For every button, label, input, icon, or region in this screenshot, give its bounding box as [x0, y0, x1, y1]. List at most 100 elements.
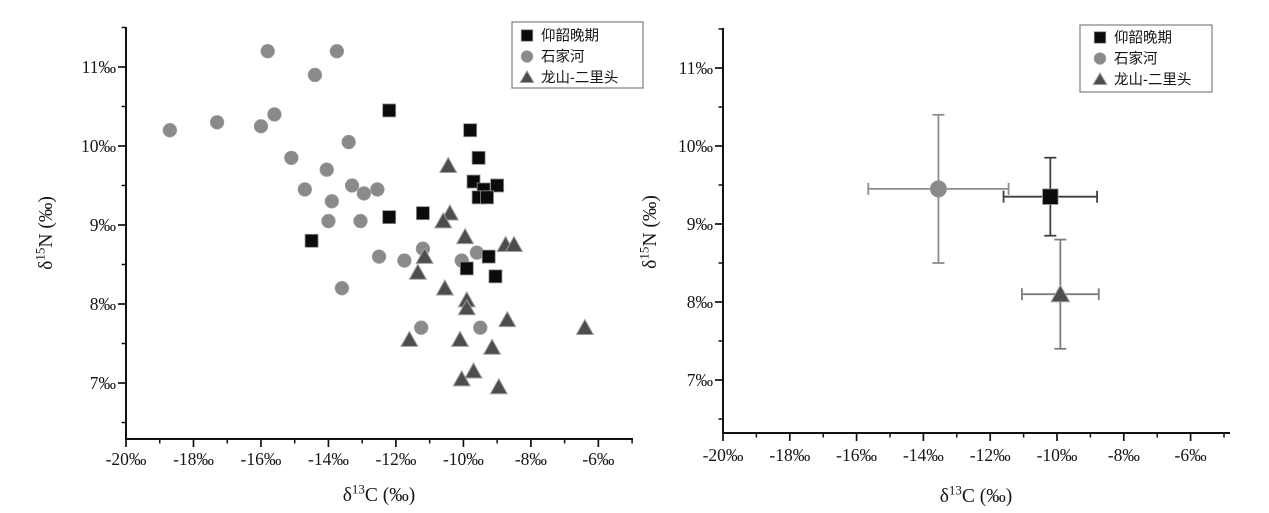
y-tick-label: 11‰ [679, 58, 714, 78]
scatter-point-circle [356, 186, 372, 201]
scatter-point-circle [341, 134, 356, 150]
scatter-point-triangle [450, 330, 470, 347]
scatter-point-circle [371, 249, 387, 264]
scatter-point-square [382, 210, 397, 225]
scatter-point-triangle [435, 278, 455, 296]
scatter-point-triangle [440, 203, 460, 221]
legend-marker-square [1093, 31, 1107, 44]
legend-box [511, 21, 644, 89]
scatter-point-triangle [433, 211, 453, 229]
scatter-point-triangle [400, 330, 419, 347]
x-tick-label: -14‰ [903, 445, 944, 465]
scatter-point-circle [297, 182, 312, 197]
scatter-point-square [480, 190, 494, 205]
scatter-point-circle [414, 320, 429, 335]
x-tick-label: -16‰ [836, 445, 877, 465]
scatter-point-triangle [464, 361, 483, 379]
scatter-point-circle [307, 67, 323, 83]
scatter-point-circle [469, 245, 485, 260]
scatter-point-triangle [504, 235, 524, 253]
scatter-point-circle [209, 115, 225, 130]
y-axis-title: δ15N (‰) [33, 196, 58, 270]
scatter-point-circle [353, 213, 368, 229]
y-tick-label: 9‰ [687, 214, 714, 234]
x-tick-label: -8‰ [1108, 445, 1141, 465]
y-tick-label: 10‰ [678, 136, 714, 156]
x-tick-label: -18‰ [173, 449, 214, 469]
x-tick-label: -20‰ [703, 445, 744, 465]
y-axis-title: δ15N (‰) [637, 195, 662, 269]
series-circle [162, 44, 488, 335]
errorbar-series-circle [867, 113, 1010, 264]
right-plot: -20‰ -18‰ -16‰ -14‰ -12‰ -10‰ -8‰ -6‰ 7‰ 8‰ 9‰ 10‰ 1… [637, 24, 1230, 507]
x-tick-label: -10‰ [1037, 445, 1078, 465]
x-tick-label: -10‰ [443, 449, 484, 469]
scatter-point-circle [284, 150, 299, 166]
x-tick-label: -18‰ [769, 445, 810, 465]
legend-label: 龙山-二里头 [1114, 72, 1191, 89]
x-tick-label: -16‰ [241, 449, 282, 469]
y-tick-label: 8‰ [90, 294, 117, 314]
x-tick-label: -14‰ [308, 449, 349, 469]
scatter-point-triangle [457, 298, 477, 316]
scatter-point-circle [162, 123, 178, 138]
scatter-point-circle [321, 213, 336, 229]
y-tick-label: 7‰ [687, 370, 714, 390]
y-tick-label: 8‰ [687, 292, 714, 312]
legend-marker-triangle [519, 70, 535, 83]
legend-label: 石家河 [1114, 51, 1158, 68]
scatter-point-triangle [415, 247, 434, 264]
scatter-point-square [416, 206, 430, 221]
series-triangle [400, 156, 595, 395]
legend-label: 石家河 [541, 49, 585, 66]
x-tick-label: -12‰ [970, 445, 1011, 465]
scatter-point-triangle [498, 310, 517, 328]
x-ticks: -20‰ -18‰ -16‰ -14‰ -12‰ -10‰ -8‰ -6‰ [106, 439, 633, 469]
x-axis-title: δ13C (‰) [343, 482, 416, 507]
x-tick-label: -12‰ [376, 449, 417, 469]
y-ticks: 7‰ 8‰ 9‰ 10‰ 11‰ [678, 28, 723, 420]
legend-marker-circle [520, 50, 534, 63]
scatter-point-circle [344, 178, 360, 193]
errorbar-series-square [1002, 156, 1098, 237]
scatter-point-circle [324, 194, 339, 209]
scatter-point-circle [329, 44, 345, 59]
scatter-point-triangle [482, 338, 502, 355]
scatter-point-circle [253, 119, 269, 134]
scatter-point-square [481, 249, 496, 264]
legend-label: 仰韶晚期 [541, 28, 599, 45]
x-ticks: -20‰ -18‰ -16‰ -14‰ -12‰ -10‰ -8‰ -6‰ [703, 433, 1225, 465]
left-plot: -20‰ -18‰ -16‰ -14‰ -12‰ -10‰ -8‰ -6‰ 7‰ 8‰ 9‰ 10‰ 1… [33, 21, 644, 507]
legend-marker-square [520, 29, 534, 42]
scatter-point-square [382, 103, 397, 118]
scatter-point-square [463, 123, 478, 138]
legend-marker-circle [1093, 52, 1107, 65]
scatter-point-triangle [408, 263, 428, 280]
scatter-point-square [490, 178, 505, 193]
legend-marker-triangle [1092, 72, 1108, 85]
x-tick-label: -6‰ [582, 449, 615, 469]
scatter-point-circle [319, 162, 334, 177]
x-tick-label: -20‰ [106, 449, 147, 469]
y-tick-label: 9‰ [90, 215, 117, 235]
scatter-point-triangle [452, 369, 471, 387]
y-tick-label: 11‰ [82, 57, 117, 77]
x-tick-label: -8‰ [515, 449, 548, 469]
scatter-point-circle [334, 281, 350, 296]
mean-marker-square [1042, 188, 1059, 205]
scatter-point-triangle [489, 377, 509, 395]
scatter-point-circle [473, 320, 488, 335]
scatter-point-circle [267, 107, 282, 122]
scatter-point-circle [370, 182, 385, 197]
x-tick-label: -6‰ [1175, 445, 1208, 465]
series-square [304, 103, 505, 284]
scatter-point-square [488, 269, 503, 284]
scatter-point-square [304, 233, 319, 248]
scatter-point-triangle [438, 156, 458, 174]
scatter-point-triangle [455, 227, 475, 245]
y-tick-label: 7‰ [90, 373, 117, 393]
